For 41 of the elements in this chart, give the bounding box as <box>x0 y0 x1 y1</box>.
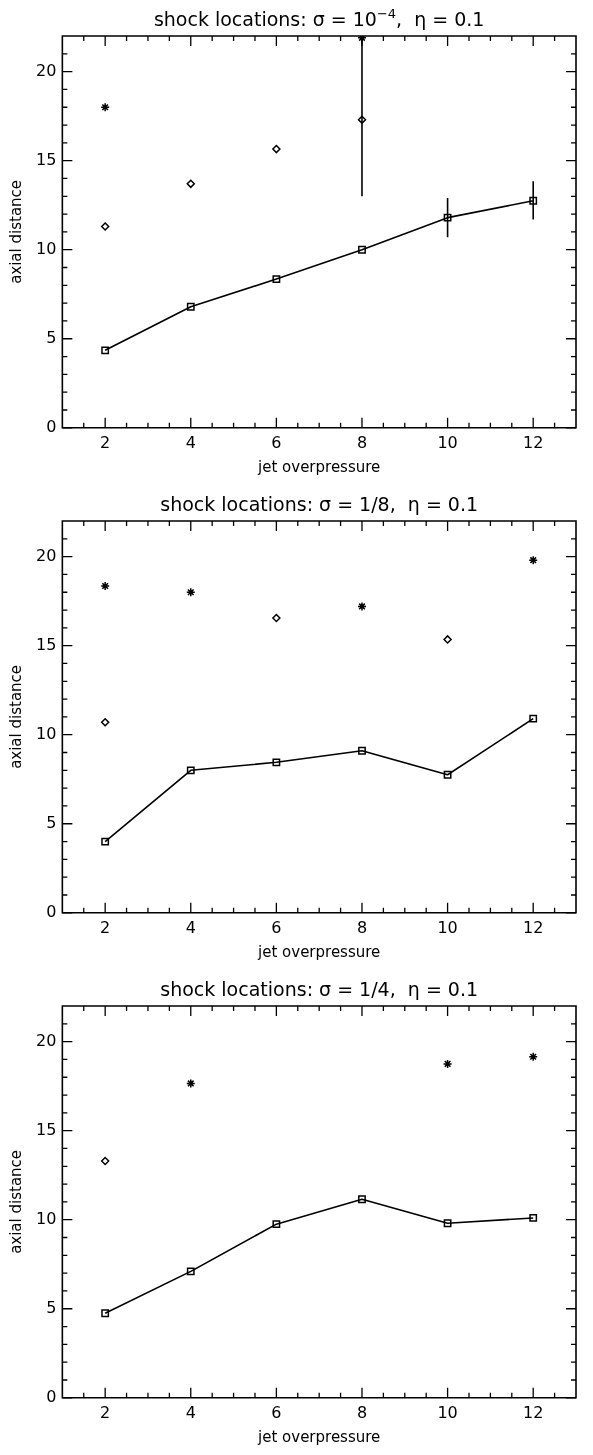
x-tick-label: 8 <box>356 917 368 937</box>
x-tick-label: 12 <box>523 432 544 452</box>
x-tick-label: 4 <box>185 917 196 937</box>
y-tick-label: 15 <box>36 149 57 169</box>
x-tick-label: 8 <box>356 432 368 452</box>
x-tick-label: 10 <box>437 917 458 937</box>
chart-title: shock locations: σ = 1/4, η = 0.1 <box>160 978 479 1000</box>
y-tick-label: 20 <box>36 545 57 565</box>
x-tick-label: 6 <box>271 432 282 452</box>
chart-title: shock locations: σ = 1/8, η = 0.1 <box>160 493 479 515</box>
y-tick-label: 15 <box>36 634 57 654</box>
x-tick-label: 12 <box>523 917 544 937</box>
x-tick-label: 10 <box>437 432 458 452</box>
x-tick-label: 8 <box>356 1402 368 1422</box>
x-tick-label: 2 <box>100 1402 111 1422</box>
x-tick-label: 4 <box>185 1402 196 1422</box>
x-tick-label: 2 <box>100 432 111 452</box>
x-axis-title: jet overpressure <box>257 457 381 476</box>
y-tick-label: 10 <box>36 723 57 743</box>
y-tick-label: 10 <box>36 238 57 258</box>
x-axis-title: jet overpressure <box>257 942 381 961</box>
x-tick-label: 10 <box>437 1402 458 1422</box>
y-tick-label: 0 <box>46 901 57 921</box>
y-tick-label: 20 <box>36 1030 57 1050</box>
y-tick-label: 10 <box>36 1208 57 1228</box>
y-tick-label: 5 <box>46 327 57 347</box>
y-tick-label: 20 <box>36 60 57 80</box>
x-axis-title: jet overpressure <box>257 1427 381 1446</box>
y-axis-title: axial distance <box>6 179 25 284</box>
x-tick-label: 12 <box>523 1402 544 1422</box>
y-tick-label: 0 <box>46 1386 57 1406</box>
y-tick-label: 5 <box>46 812 57 832</box>
x-tick-label: 6 <box>271 917 282 937</box>
y-tick-label: 5 <box>46 1297 57 1317</box>
x-tick-label: 4 <box>185 432 196 452</box>
x-tick-label: 2 <box>100 917 111 937</box>
y-axis-title: axial distance <box>6 664 25 769</box>
y-tick-label: 0 <box>46 416 57 436</box>
y-tick-label: 15 <box>36 1119 57 1139</box>
x-tick-label: 6 <box>271 1402 282 1422</box>
y-axis-title: axial distance <box>6 1149 25 1254</box>
